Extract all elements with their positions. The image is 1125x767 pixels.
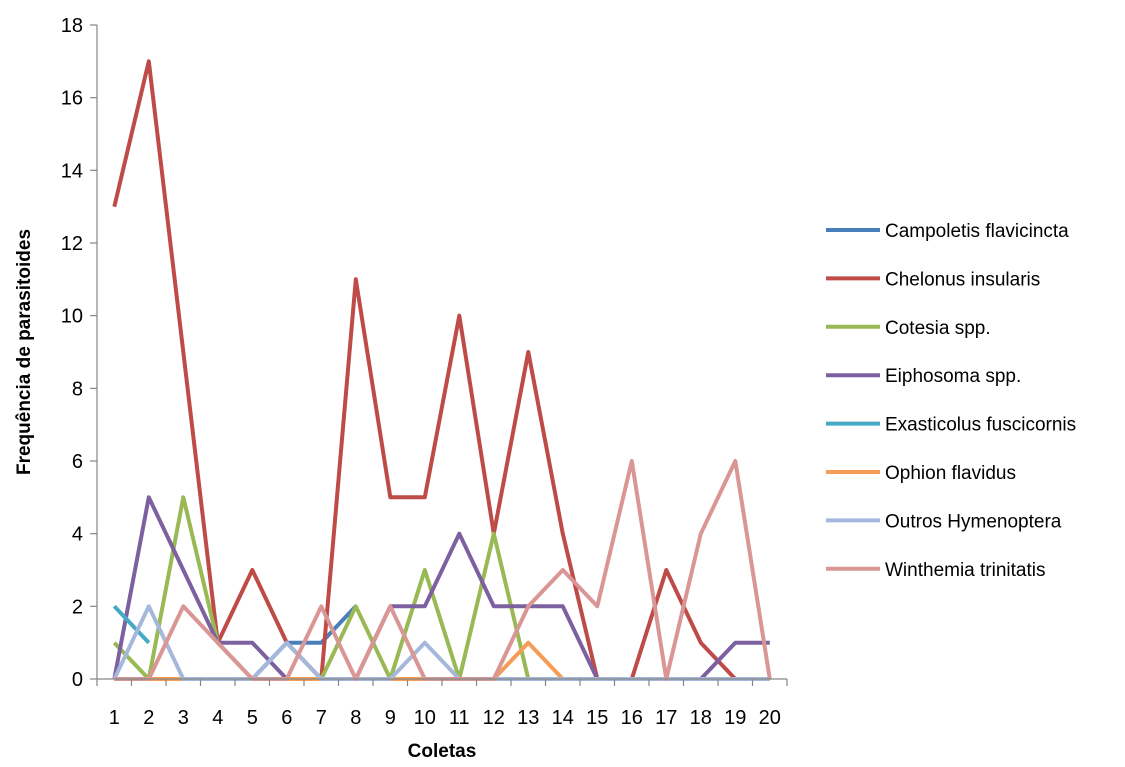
y-tick-label: 12	[61, 233, 83, 255]
x-tick-label: 4	[212, 707, 223, 729]
y-tick-label: 4	[72, 524, 83, 546]
legend: Campoletis flavicincta Chelonus insularis…	[826, 221, 1076, 581]
x-tick-label: 20	[759, 707, 781, 729]
x-tick-label: 17	[655, 707, 677, 729]
x-axis-title: Coletas	[408, 741, 477, 762]
legend-item: Chelonus insularis	[826, 269, 1040, 290]
x-tick-label: 3	[178, 707, 189, 729]
legend-item: Eiphosoma spp.	[826, 366, 1021, 387]
y-tick-label: 18	[61, 15, 83, 37]
series-line	[112, 59, 737, 681]
x-tick-label: 16	[621, 707, 643, 729]
x-tick-label: 15	[586, 707, 608, 729]
x-tick-label: 13	[517, 707, 539, 729]
y-tick-label: 0	[72, 669, 83, 691]
y-axis-title: Frequência de parasitoides	[14, 229, 35, 475]
x-tick-label: 19	[724, 707, 746, 729]
x-tick-label: 5	[247, 707, 258, 729]
legend-item: Winthemia trinitatis	[826, 560, 1046, 581]
series-1	[112, 59, 737, 681]
x-tick-label: 8	[350, 707, 361, 729]
y-tick-label: 2	[72, 596, 83, 618]
legend-label: Eiphosoma spp.	[885, 366, 1021, 387]
legend-item: Outros Hymenoptera	[826, 511, 1062, 532]
y-tick-label: 6	[72, 451, 83, 473]
x-tick-label: 6	[281, 707, 292, 729]
x-tick-label: 11	[449, 707, 470, 729]
y-tick-label: 14	[61, 160, 83, 182]
x-tick-label: 18	[690, 707, 712, 729]
legend-label: Exasticolus fuscicornis	[885, 415, 1076, 436]
legend-item: Ophion flavidus	[826, 463, 1016, 484]
y-tick-label: 8	[72, 378, 83, 400]
x-tick-label: 1	[109, 707, 120, 729]
legend-item: Exasticolus fuscicornis	[826, 415, 1076, 436]
legend-label: Cotesia spp.	[885, 318, 991, 339]
legend-label: Winthemia trinitatis	[885, 560, 1046, 581]
x-tick-label: 9	[385, 707, 396, 729]
series-4	[112, 604, 151, 645]
x-tick-label: 2	[143, 707, 154, 729]
legend-label: Campoletis flavicincta	[885, 221, 1069, 242]
series-layer	[112, 59, 772, 681]
legend-label: Outros Hymenoptera	[885, 511, 1062, 532]
y-tick-label: 10	[61, 306, 83, 328]
series-line	[112, 604, 151, 645]
legend-label: Ophion flavidus	[885, 463, 1016, 484]
legend-label: Chelonus insularis	[885, 269, 1040, 290]
x-tick-label: 12	[483, 707, 505, 729]
x-tick-label: 7	[316, 707, 327, 729]
x-tick-label: 14	[552, 707, 574, 729]
legend-item: Cotesia spp.	[826, 318, 991, 339]
x-tick-label: 10	[414, 707, 436, 729]
legend-item: Campoletis flavicincta	[826, 221, 1069, 242]
y-tick-label: 16	[61, 88, 83, 110]
